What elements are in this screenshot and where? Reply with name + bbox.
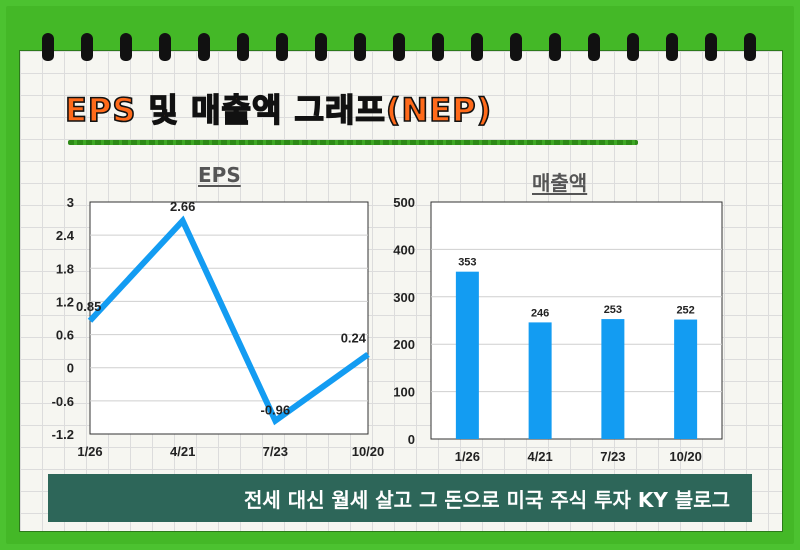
revenue-data-label: 353: [458, 257, 476, 269]
ring-icon: [549, 33, 561, 61]
revenue-y-tick-label: 300: [393, 290, 415, 305]
eps-x-tick-label: 1/26: [77, 444, 102, 459]
eps-chart-title: EPS: [198, 163, 241, 187]
revenue-data-label: 253: [604, 304, 622, 316]
ring-icon: [276, 33, 288, 61]
eps-x-tick-label: 4/21: [170, 444, 195, 459]
revenue-y-tick-label: 0: [408, 432, 415, 447]
ring-icon: [81, 33, 93, 61]
ring-icon: [120, 33, 132, 61]
eps-y-tick-label: 2.4: [56, 228, 75, 243]
revenue-y-tick-label: 400: [393, 242, 415, 257]
page-title: EPS 및 매출액 그래프(NEP): [64, 90, 493, 130]
ring-icon: [627, 33, 639, 61]
ring-icon: [471, 33, 483, 61]
revenue-bar: [601, 319, 625, 439]
ring-icon: [666, 33, 678, 61]
revenue-bar: [674, 319, 698, 439]
revenue-x-tick-label: 10/20: [669, 449, 702, 464]
eps-data-label: 0.85: [76, 299, 101, 314]
ring-icon: [237, 33, 249, 61]
ring-icon: [588, 33, 600, 61]
ring-icon: [315, 33, 327, 61]
revenue-data-label: 246: [531, 307, 549, 319]
eps-y-tick-label: 1.8: [56, 261, 74, 276]
revenue-x-tick-label: 1/26: [455, 449, 480, 464]
revenue-bar: [455, 271, 479, 439]
revenue-chart-title: 매출액: [532, 171, 588, 195]
revenue-x-tick-label: 4/21: [527, 449, 552, 464]
eps-data-label: 0.24: [341, 330, 367, 345]
ring-icon: [510, 33, 522, 61]
ring-icon: [432, 33, 444, 61]
eps-x-tick-label: 7/23: [263, 444, 288, 459]
ring-icon: [198, 33, 210, 61]
title-underline: [68, 140, 638, 145]
eps-y-tick-label: 3: [67, 195, 74, 210]
footer-banner-text: 전세 대신 월세 살고 그 돈으로 미국 주식 투자 KY 블로그: [243, 487, 730, 512]
eps-y-tick-label: -1.2: [52, 427, 74, 442]
revenue-y-tick-label: 500: [393, 195, 415, 210]
ring-icon: [393, 33, 405, 61]
revenue-x-tick-label: 7/23: [600, 449, 625, 464]
eps-data-label: 2.66: [170, 199, 195, 214]
eps-series-line: [87, 215, 370, 426]
eps-x-tick-label: 10/20: [352, 444, 385, 459]
revenue-bar: [528, 322, 552, 439]
ring-icon: [705, 33, 717, 61]
revenue-y-tick-label: 100: [393, 385, 415, 400]
eps-data-label: -0.96: [261, 403, 291, 418]
eps-y-tick-label: 0: [67, 361, 74, 376]
revenue-plot-area: [430, 201, 723, 440]
eps-y-tick-label: 1.2: [56, 294, 74, 309]
eps-y-tick-label: 0.6: [56, 328, 74, 343]
revenue-data-label: 252: [676, 305, 694, 317]
footer-banner: 전세 대신 월세 살고 그 돈으로 미국 주식 투자 KY 블로그: [48, 474, 752, 522]
ring-icon: [42, 33, 54, 61]
binder-rings: [0, 0, 800, 80]
ring-icon: [744, 33, 756, 61]
ring-icon: [354, 33, 366, 61]
ring-icon: [159, 33, 171, 61]
revenue-y-tick-label: 200: [393, 337, 415, 352]
eps-y-tick-label: -0.6: [52, 394, 74, 409]
